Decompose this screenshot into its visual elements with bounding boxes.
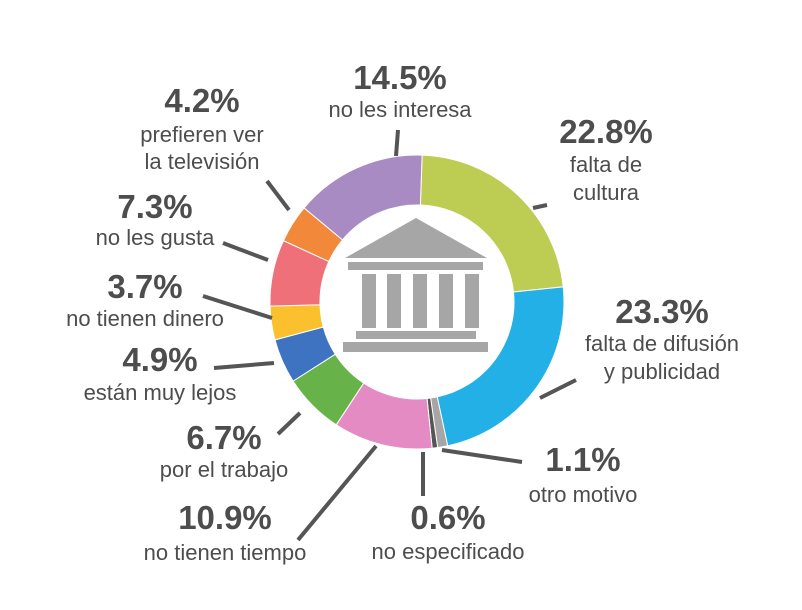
donut-slices	[269, 154, 565, 450]
slice-10	[303, 154, 423, 241]
leader-line-10	[394, 129, 400, 157]
museum-icon	[343, 218, 488, 352]
leader-line-5	[276, 411, 302, 436]
slice-label-7-line-0: no tienen dinero	[66, 306, 224, 331]
leader-line-9	[265, 179, 291, 212]
leader-line-0	[532, 203, 548, 210]
slice-1	[436, 286, 565, 447]
slice-label-1-line-1: y publicidad	[604, 359, 720, 384]
slice-label-4-line-0: no tienen tiempo	[144, 540, 307, 565]
slice-percent-4: 10.9%	[178, 499, 272, 536]
slice-label-6-line-0: están muy lejos	[84, 380, 237, 405]
slice-0	[419, 154, 564, 293]
slice-percent-10: 14.5%	[353, 59, 447, 96]
leader-line-6	[213, 361, 275, 370]
slice-label-10-line-0: no les interesa	[328, 97, 472, 122]
leader-line-1	[539, 378, 577, 400]
slice-label-0-line-1: cultura	[573, 180, 640, 205]
slice-percent-2: 1.1%	[545, 441, 620, 478]
leader-line-4	[296, 444, 378, 542]
leader-lines	[202, 129, 577, 542]
slice-labels: 22.8%falta de cultura 23.3%falta de difusi…	[66, 59, 739, 565]
slice-percent-3: 0.6%	[410, 499, 485, 536]
slice-percent-0: 22.8%	[559, 113, 653, 150]
slice-percent-8: 7.3%	[117, 188, 192, 225]
slice-percent-1: 23.3%	[615, 293, 709, 330]
slice-label-1-line-0: falta de difusión	[585, 331, 739, 356]
slice-label-9-line-1: la televisión	[145, 149, 260, 174]
slice-percent-5: 6.7%	[186, 419, 261, 456]
leader-line-2	[441, 448, 523, 464]
slice-percent-6: 4.9%	[122, 341, 197, 378]
slice-label-3-line-0: no especificado	[372, 539, 525, 564]
leader-line-8	[222, 241, 269, 262]
slice-label-8-line-0: no les gusta	[96, 225, 215, 250]
slice-label-9-line-0: prefieren ver	[140, 122, 264, 147]
slice-percent-9: 4.2%	[164, 82, 239, 119]
slice-percent-7: 3.7%	[107, 268, 182, 305]
leader-line-7	[202, 294, 273, 320]
slice-label-5-line-0: por el trabajo	[160, 457, 288, 482]
slice-label-2-line-0: otro motivo	[529, 482, 638, 507]
slice-label-0-line-0: falta de	[570, 152, 642, 177]
